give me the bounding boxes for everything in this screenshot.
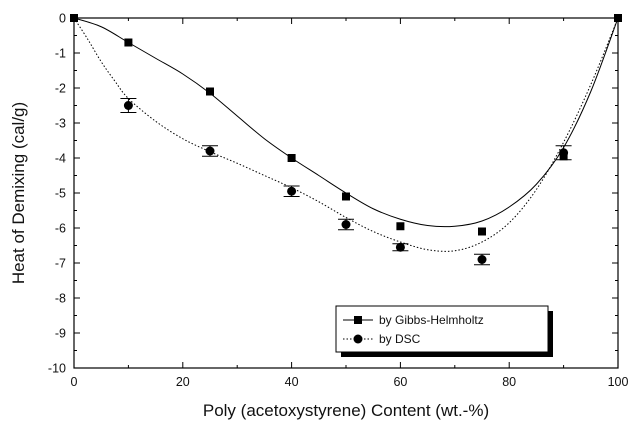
marks-layer bbox=[70, 14, 622, 266]
data-point-gibbs bbox=[396, 222, 405, 231]
y-tick-label: -10 bbox=[48, 362, 66, 376]
data-point-gibbs bbox=[478, 227, 486, 236]
x-tick-label: 100 bbox=[608, 375, 629, 389]
x-axis-label: Poly (acetoxystyrene) Content (wt.-%) bbox=[203, 401, 489, 420]
legend-label-dsc: by DSC bbox=[379, 332, 421, 346]
data-point-dsc bbox=[287, 186, 297, 196]
legend-label-gibbs: by Gibbs-Helmholtz bbox=[379, 313, 484, 327]
data-point-gibbs bbox=[614, 14, 622, 22]
legend-box bbox=[335, 305, 549, 353]
series-line-dsc bbox=[73, 17, 619, 252]
x-tick-label: 0 bbox=[71, 375, 78, 389]
y-tick-label: -1 bbox=[55, 47, 66, 61]
lines-layer bbox=[73, 17, 619, 252]
y-axis-label: Heat of Demixing (cal/g) bbox=[9, 102, 28, 284]
data-point-gibbs bbox=[206, 87, 214, 96]
data-point-gibbs bbox=[70, 14, 78, 22]
x-tick-label: 80 bbox=[502, 375, 516, 389]
data-point-dsc bbox=[123, 101, 133, 110]
data-point-dsc bbox=[341, 220, 351, 229]
x-tick-label: 60 bbox=[393, 375, 407, 389]
legend-marker-gibbs bbox=[354, 316, 362, 324]
data-point-gibbs bbox=[124, 38, 133, 47]
data-point-gibbs bbox=[287, 154, 296, 162]
data-point-dsc bbox=[395, 242, 405, 252]
data-point-dsc bbox=[559, 148, 569, 158]
legend-marker-dsc bbox=[353, 334, 363, 344]
data-point-dsc bbox=[477, 255, 487, 264]
data-point-gibbs bbox=[342, 192, 350, 201]
y-tick-label: -8 bbox=[55, 292, 66, 306]
y-tick-label: -4 bbox=[55, 152, 66, 166]
y-tick-label: -5 bbox=[55, 187, 66, 201]
y-tick-label: -6 bbox=[55, 222, 66, 236]
y-tick-label: -7 bbox=[55, 257, 66, 271]
y-tick-label: -3 bbox=[55, 117, 66, 131]
x-tick-label: 20 bbox=[176, 375, 190, 389]
data-point-dsc bbox=[205, 146, 215, 156]
y-tick-label: -2 bbox=[55, 82, 66, 96]
legend: by Gibbs-Helmholtz by DSC bbox=[335, 305, 553, 357]
y-tick-label: -9 bbox=[55, 327, 66, 341]
y-tick-label: 0 bbox=[59, 12, 66, 26]
x-tick-label: 40 bbox=[285, 375, 299, 389]
